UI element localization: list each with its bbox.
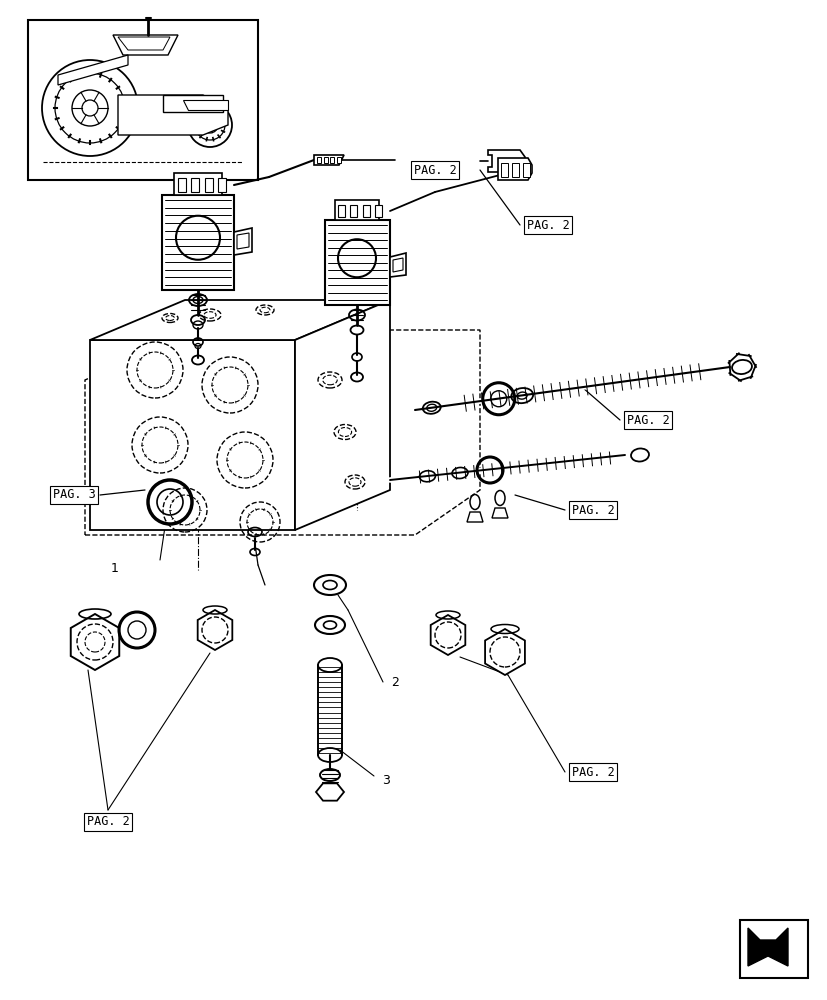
Text: PAG. 2: PAG. 2: [626, 414, 668, 426]
Polygon shape: [316, 783, 343, 801]
Polygon shape: [237, 233, 249, 249]
Polygon shape: [234, 228, 251, 255]
Polygon shape: [747, 928, 787, 966]
Polygon shape: [393, 258, 403, 272]
Text: PAG. 2: PAG. 2: [414, 164, 456, 177]
Polygon shape: [112, 35, 178, 55]
Text: PAG. 2: PAG. 2: [571, 504, 614, 516]
Bar: [204, 178, 213, 192]
Text: PAG. 2: PAG. 2: [87, 815, 129, 828]
Polygon shape: [294, 300, 390, 530]
Polygon shape: [90, 300, 390, 340]
Text: PAG. 2: PAG. 2: [526, 219, 569, 232]
Polygon shape: [497, 158, 532, 180]
Polygon shape: [58, 55, 128, 85]
Text: PAG. 2: PAG. 2: [571, 766, 614, 778]
Bar: [218, 178, 226, 192]
Polygon shape: [430, 615, 465, 655]
Polygon shape: [491, 508, 508, 518]
Bar: [323, 157, 327, 163]
Polygon shape: [162, 195, 234, 290]
Bar: [511, 163, 519, 177]
Text: 3: 3: [381, 774, 390, 786]
Bar: [375, 205, 381, 217]
Bar: [350, 205, 357, 217]
Bar: [178, 178, 186, 192]
Text: 1: 1: [111, 562, 119, 574]
Polygon shape: [118, 37, 170, 50]
Bar: [317, 157, 321, 163]
Bar: [739, 920, 807, 978]
Polygon shape: [390, 253, 405, 277]
Bar: [337, 205, 345, 217]
Polygon shape: [485, 629, 524, 675]
Text: 2: 2: [390, 676, 399, 688]
Polygon shape: [313, 155, 343, 165]
Polygon shape: [70, 614, 119, 670]
Bar: [174, 173, 222, 195]
Polygon shape: [466, 512, 482, 522]
Polygon shape: [90, 340, 294, 530]
Polygon shape: [118, 95, 227, 135]
Bar: [28, 20, 258, 180]
Bar: [523, 163, 529, 177]
Bar: [191, 178, 199, 192]
Bar: [500, 163, 508, 177]
Polygon shape: [183, 100, 227, 110]
Bar: [337, 157, 341, 163]
Bar: [330, 157, 334, 163]
Polygon shape: [163, 95, 222, 112]
Text: PAG. 3: PAG. 3: [53, 488, 95, 502]
Bar: [335, 200, 379, 220]
Bar: [362, 205, 369, 217]
Polygon shape: [198, 610, 232, 650]
Polygon shape: [487, 150, 524, 172]
Polygon shape: [325, 220, 390, 305]
